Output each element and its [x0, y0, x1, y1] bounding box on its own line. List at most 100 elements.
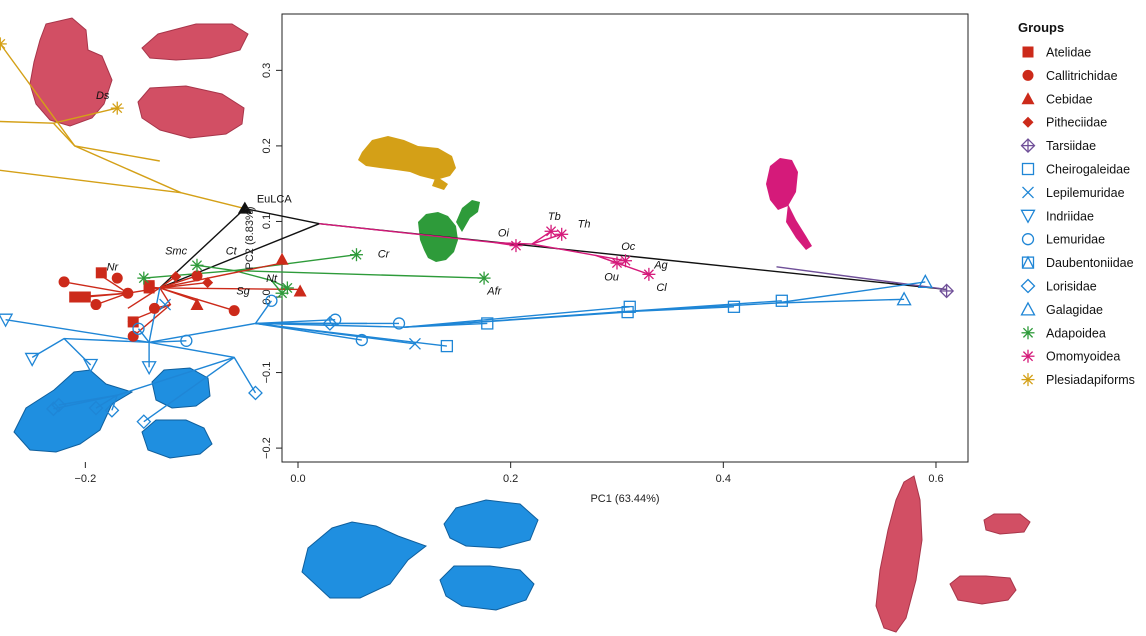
- tree-edge-omomyoidea: [319, 223, 517, 247]
- y-axis-label: PC2 (8.83%): [244, 207, 256, 270]
- taxon-label: Oc: [621, 241, 636, 253]
- x-axis-label: PC1 (63.44%): [590, 493, 659, 505]
- point-adapoidea: [280, 281, 294, 295]
- y-tick-label: −0.1: [261, 362, 273, 384]
- legend: Groups Atelidae Callitrichidae Cebidae Pith…: [1018, 20, 1135, 387]
- legend-label: Tarsiidae: [1046, 139, 1096, 153]
- legend-symbol-cheirogaleidae: [1021, 162, 1035, 176]
- point-lorisidae: [51, 397, 67, 413]
- legend-label: Callitrichidae: [1046, 69, 1118, 83]
- point-lemuridae: [265, 294, 278, 307]
- point-callitrichidae: [127, 330, 139, 342]
- point-omomyoidea: [544, 224, 558, 238]
- point-atelidae: [69, 291, 81, 303]
- legend-label: Cebidae: [1046, 92, 1093, 106]
- point-lemuridae: [132, 322, 145, 335]
- point-callitrichidae: [111, 272, 123, 284]
- point-omomyoidea: [555, 227, 569, 241]
- legend-symbol-lepilemuridae: [1022, 186, 1034, 199]
- point-omomyoidea: [618, 254, 632, 268]
- y-tick-label: 0.1: [261, 214, 273, 229]
- taxon-labels: IcDsTgCsiSmcCtCrNrNtSgAfrOiTbThOcOuAgCl: [96, 90, 669, 298]
- tree-edge-tarsiidae: [776, 266, 947, 291]
- legend-symbol-callitrichidae: [1022, 69, 1034, 81]
- tree-edges: [0, 43, 947, 423]
- plesiadapiform-silhouette: [358, 136, 456, 190]
- tree-edge-plesiadapiforms: [0, 43, 245, 210]
- talus-render-bottom-right-lateral: [875, 475, 923, 633]
- point-cebidae: [275, 252, 289, 265]
- tree-edge-strepsirrhini: [137, 328, 150, 343]
- talus-render-top-left-lateral: [29, 17, 113, 127]
- taxon-label: Nt: [266, 273, 278, 285]
- talus-render-mid-left-lateral: [13, 369, 134, 453]
- legend-symbol-pitheciidae: [1022, 116, 1034, 128]
- tree-edge-adapoidea: [234, 269, 485, 279]
- talus-render-mid-left-plantar: [141, 419, 213, 459]
- tree-edge-adapoidea: [143, 269, 235, 279]
- tree-edge-omomyoidea: [531, 233, 562, 245]
- tree-edge-strepsirrhini: [143, 356, 235, 423]
- legend-label: Omomyoidea: [1046, 350, 1120, 364]
- point-pitheciidae: [170, 271, 182, 283]
- legend-label: Indriidae: [1046, 209, 1094, 223]
- tree-edge-plesiadapiforms: [53, 107, 118, 124]
- talus-render-bottom-center-lateral: [301, 521, 428, 599]
- x-tick-label: 0.2: [503, 473, 518, 485]
- legend-symbol-plesiadapiforms: [1021, 373, 1035, 387]
- y-tick-label: 0.2: [261, 138, 273, 153]
- tree-edge-strepsirrhini: [254, 300, 272, 324]
- talus-render-bottom-center-plantar: [439, 565, 535, 611]
- tree-edge-strepsirrhini: [776, 298, 905, 304]
- taxon-label: Afr: [486, 286, 502, 298]
- point-indriidae: [141, 361, 157, 376]
- tree-edge-adapoidea: [196, 264, 235, 272]
- tree-edge-plesiadapiforms: [74, 145, 160, 162]
- point-tarsiidae: [939, 283, 955, 299]
- point-lorisidae: [136, 414, 152, 430]
- legend-label: Galagidae: [1046, 303, 1103, 317]
- tree-edge-strepsirrhini: [111, 394, 118, 411]
- point-cheirogaleidae: [775, 294, 788, 307]
- point-atelidae: [95, 267, 107, 279]
- tree-edge-strepsirrhini: [404, 306, 630, 328]
- taxon-label: Th: [578, 218, 591, 230]
- tree-edge-strepsirrhini: [616, 300, 782, 313]
- tree-edge-strepsirrhini: [255, 322, 416, 345]
- legend-symbol-daubentoniidae: [1021, 255, 1035, 269]
- legend-label: Lepilemuridae: [1046, 186, 1125, 200]
- point-lorisidae: [248, 385, 263, 401]
- tree-edge-strepsirrhini: [58, 394, 118, 406]
- eulca-marker: [237, 201, 252, 214]
- tree-edge-platyrrhini: [159, 287, 301, 291]
- plot-frame: [281, 13, 969, 463]
- point-cheirogaleidae: [623, 300, 636, 313]
- point-lepilemuridae: [409, 337, 421, 350]
- data-points: [0, 37, 955, 430]
- point-omomyoidea: [509, 239, 523, 253]
- point-plesiadapiforms: [110, 101, 124, 115]
- point-indriidae: [0, 313, 14, 328]
- taxon-label: Tb: [548, 211, 561, 223]
- legend-label: Daubentoniidae: [1046, 256, 1134, 270]
- tree-edge-strepsirrhini: [404, 322, 488, 328]
- tree-edge-platyrrhini: [159, 281, 208, 289]
- talus-render-bottom-center-dorsal: [443, 499, 539, 549]
- x-tick-label: 0.0: [290, 473, 305, 485]
- tree-edge-plesiadapiforms: [0, 169, 182, 194]
- legend-symbol-tarsiidae: [1020, 138, 1036, 154]
- tree-edge-strepsirrhini: [404, 311, 628, 328]
- tree-edge-stem: [159, 223, 320, 289]
- point-lorisidae: [88, 400, 104, 416]
- point-callitrichidae: [191, 270, 203, 282]
- x-tick-label: 0.6: [928, 473, 943, 485]
- adapoid-silhouette: [418, 200, 480, 262]
- axes: −0.4−0.20.00.20.40.6−0.2−0.10.00.10.20.3: [74, 63, 943, 485]
- taxon-label: Nr: [107, 262, 120, 274]
- tree-edge-stem: [244, 207, 947, 291]
- point-callitrichidae: [148, 302, 160, 314]
- talus-render-top-left-dorsal: [141, 23, 249, 61]
- point-plesiadapiforms: [0, 37, 7, 51]
- legend-symbol-lemuridae: [1021, 233, 1035, 246]
